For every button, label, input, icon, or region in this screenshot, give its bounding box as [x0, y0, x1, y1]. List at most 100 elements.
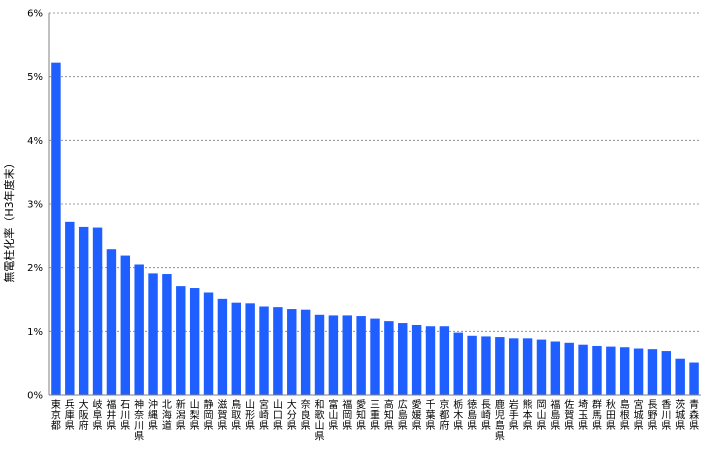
bar [300, 309, 311, 395]
x-tick-label: 山形県 [245, 399, 255, 432]
axes [48, 13, 701, 396]
bar [689, 362, 699, 395]
bar [619, 347, 630, 395]
x-tick-label: 山梨県 [190, 399, 200, 432]
x-tick-label: 長崎県 [481, 399, 491, 432]
y-axis-label: 無電柱化率（H3年度末） [2, 157, 16, 282]
x-tick-label: 秋田県 [606, 398, 616, 432]
x-tick-label: 鳥取県 [231, 398, 241, 432]
bar [522, 338, 533, 395]
x-tick-label: 富山県 [328, 398, 338, 432]
x-tick-label: 神奈川県 [134, 398, 144, 443]
bar [162, 274, 172, 395]
bar [647, 349, 658, 395]
bar [606, 346, 616, 395]
bar [550, 341, 561, 395]
bar [509, 338, 519, 395]
x-tick-label: 京都府 [439, 398, 449, 432]
y-tick-label: 5% [27, 72, 43, 83]
x-tick-label: 沖縄県 [148, 398, 158, 432]
x-tick-label: 石川県 [120, 400, 130, 432]
x-tick-label: 長野県 [647, 399, 657, 432]
y-tick-label: 2% [27, 263, 43, 274]
x-tick-label: 大阪府 [79, 398, 89, 432]
bar [536, 339, 547, 395]
bar [425, 326, 436, 395]
x-tick-labels: 東京都兵庫県大阪府岐阜県福井県石川県神奈川県沖縄県北海道新潟県山梨県静岡県滋賀県… [51, 398, 699, 443]
x-tick-label: 群馬県 [592, 398, 602, 432]
bar [481, 336, 491, 395]
x-tick-label: 福井県 [106, 398, 116, 432]
bar [314, 314, 325, 395]
bar [287, 309, 297, 395]
y-tick-label: 3% [27, 200, 43, 211]
bar [328, 315, 339, 395]
bar [398, 323, 408, 395]
bar [148, 273, 158, 395]
bar [203, 292, 214, 395]
bar [439, 326, 450, 395]
bar [134, 264, 144, 395]
bar [92, 227, 103, 395]
bar [106, 249, 117, 395]
bar [51, 62, 61, 395]
x-tick-label: 佐賀県 [564, 399, 574, 432]
bar [245, 303, 255, 395]
x-tick-label: 広島県 [398, 398, 408, 432]
x-tick-label: 岡山県 [536, 399, 546, 432]
x-tick-label: 熊本県 [523, 398, 533, 432]
x-tick-label: 大分県 [287, 398, 297, 432]
bar [411, 324, 422, 395]
bar [564, 342, 574, 395]
y-tick-labels: 0% 1% 2% 3% 4% 5% 6% [27, 9, 43, 402]
x-tick-label: 滋賀県 [217, 398, 227, 432]
x-tick-label: 静岡県 [204, 398, 214, 432]
y-tick-label: 4% [27, 136, 43, 147]
bar [592, 345, 602, 395]
x-tick-label: 島根県 [620, 398, 630, 432]
x-tick-label: 千葉県 [425, 399, 435, 432]
bar [259, 306, 269, 395]
bar [453, 332, 463, 395]
bar [217, 298, 228, 395]
x-tick-label: 三重県 [370, 400, 380, 432]
x-tick-label: 香川県 [661, 399, 671, 432]
x-tick-label: 北海道 [162, 399, 172, 432]
bars [51, 62, 699, 395]
y-tick-label: 0% [27, 391, 43, 402]
x-tick-label: 岐阜県 [93, 398, 103, 432]
bar [356, 316, 366, 395]
x-tick-label: 宮城県 [634, 398, 644, 432]
x-tick-label: 愛媛県 [412, 398, 422, 432]
bar [661, 351, 672, 395]
x-tick-label: 新潟県 [176, 398, 186, 432]
x-tick-label: 高知県 [384, 398, 394, 432]
bar [342, 315, 352, 395]
x-tick-label: 山口県 [273, 399, 283, 432]
x-tick-label: 和歌山県 [315, 399, 325, 443]
x-tick-label: 福岡県 [342, 398, 352, 432]
bar [65, 221, 75, 395]
y-tick-label: 6% [27, 9, 43, 20]
bar [370, 318, 380, 395]
x-tick-label: 鹿児島県 [495, 398, 505, 443]
x-tick-label: 福島県 [550, 398, 560, 432]
bar [675, 358, 685, 395]
bar [495, 337, 505, 395]
x-tick-label: 青森県 [689, 398, 699, 432]
x-tick-label: 東京都 [51, 398, 61, 432]
y-tick-label: 1% [27, 327, 43, 338]
x-tick-label: 兵庫県 [65, 398, 75, 432]
bar [273, 307, 283, 395]
bar [176, 286, 186, 395]
x-tick-label: 栃木県 [453, 398, 463, 432]
x-tick-label: 埼玉県 [578, 398, 588, 432]
x-tick-label: 茨城県 [675, 398, 685, 432]
bar [578, 344, 588, 395]
bar [384, 321, 394, 395]
bar [189, 288, 200, 395]
bar [633, 348, 644, 395]
x-tick-label: 岩手県 [509, 398, 519, 432]
bar [78, 226, 89, 395]
